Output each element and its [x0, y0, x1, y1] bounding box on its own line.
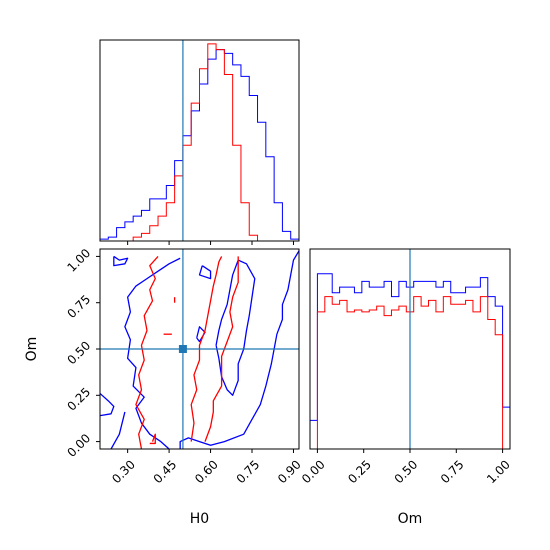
contour-H0-Om-y-tick-label-2: 0.50 [65, 338, 94, 367]
hist-Om-x-tick-label-2: 0.50 [392, 457, 421, 486]
hist-Om-x-tick-label-0: 0.00 [299, 457, 328, 486]
contour-H0-Om-series-1-contour-1 [149, 433, 156, 445]
contour-H0-Om-y-tick-label-4: 1.00 [65, 246, 94, 275]
contour-H0-Om-x-tick-label-0: 0.30 [109, 457, 138, 486]
hist-h0-panel [99, 39, 300, 245]
contour-H0-Om-series-0-contour-0 [124, 257, 181, 449]
hist-Om-plot-area [310, 249, 510, 449]
hist-Om-series-1-steps [310, 296, 510, 449]
contour-H0-Om-x-tick-label-4: 0.90 [275, 457, 304, 486]
hist-H0-frame [99, 39, 300, 242]
contour-H0-Om-y-tick-label-1: 0.25 [65, 385, 94, 414]
contour-H0-Om-x-tick-label-3: 0.75 [234, 457, 263, 486]
contour-H0-Om-series-1-contour-0 [135, 255, 159, 449]
x-axis-label-om: Om [398, 511, 423, 527]
hist-Om-x-tick-label-3: 0.75 [438, 457, 467, 486]
contour-H0-Om-series-0-contour-1 [110, 411, 126, 449]
contour-H0-Om-x-tick-label-2: 0.60 [192, 457, 221, 486]
hist-Om-x-tick-label-1: 0.25 [345, 457, 374, 486]
contour-H0-Om-series-0-contour-3 [113, 255, 129, 267]
contour-h0-om-panel: 0.30 0.45 0.60 0.75 0.90 0.00 0.25 0.50 0.75 1.00 [65, 246, 304, 486]
hist-H0-plot-area [100, 40, 299, 241]
hist-om-panel: 0.00 0.25 0.50 0.75 1.00 [299, 248, 513, 486]
contour-H0-Om-series-0-contour-5 [215, 259, 256, 396]
hist-Om-series-0-steps [310, 273, 510, 449]
x-axis-label-h0: H0 [190, 511, 209, 527]
hist-H0-series-1-steps [100, 43, 299, 241]
contour-H0-Om-plot-area [100, 249, 299, 449]
contour-H0-Om-series-1-contour-2 [190, 256, 223, 442]
contour-H0-Om-y-tick-label-3: 0.75 [65, 292, 94, 321]
contour-H0-Om-series-0-contour-6 [198, 265, 212, 280]
contour-H0-Om-series-0-contour-4 [179, 250, 299, 449]
contour-H0-Om-x-tick-label-1: 0.45 [151, 457, 180, 486]
contour-H0-Om-series-0-contour-2 [100, 392, 115, 417]
contour-H0-Om-truth-marker [178, 345, 187, 353]
hist-Om-x-tick-label-4: 1.00 [484, 457, 513, 486]
y-axis-label-om: Om [24, 337, 40, 362]
contour-H0-Om-y-tick-label-0: 0.00 [65, 431, 94, 460]
